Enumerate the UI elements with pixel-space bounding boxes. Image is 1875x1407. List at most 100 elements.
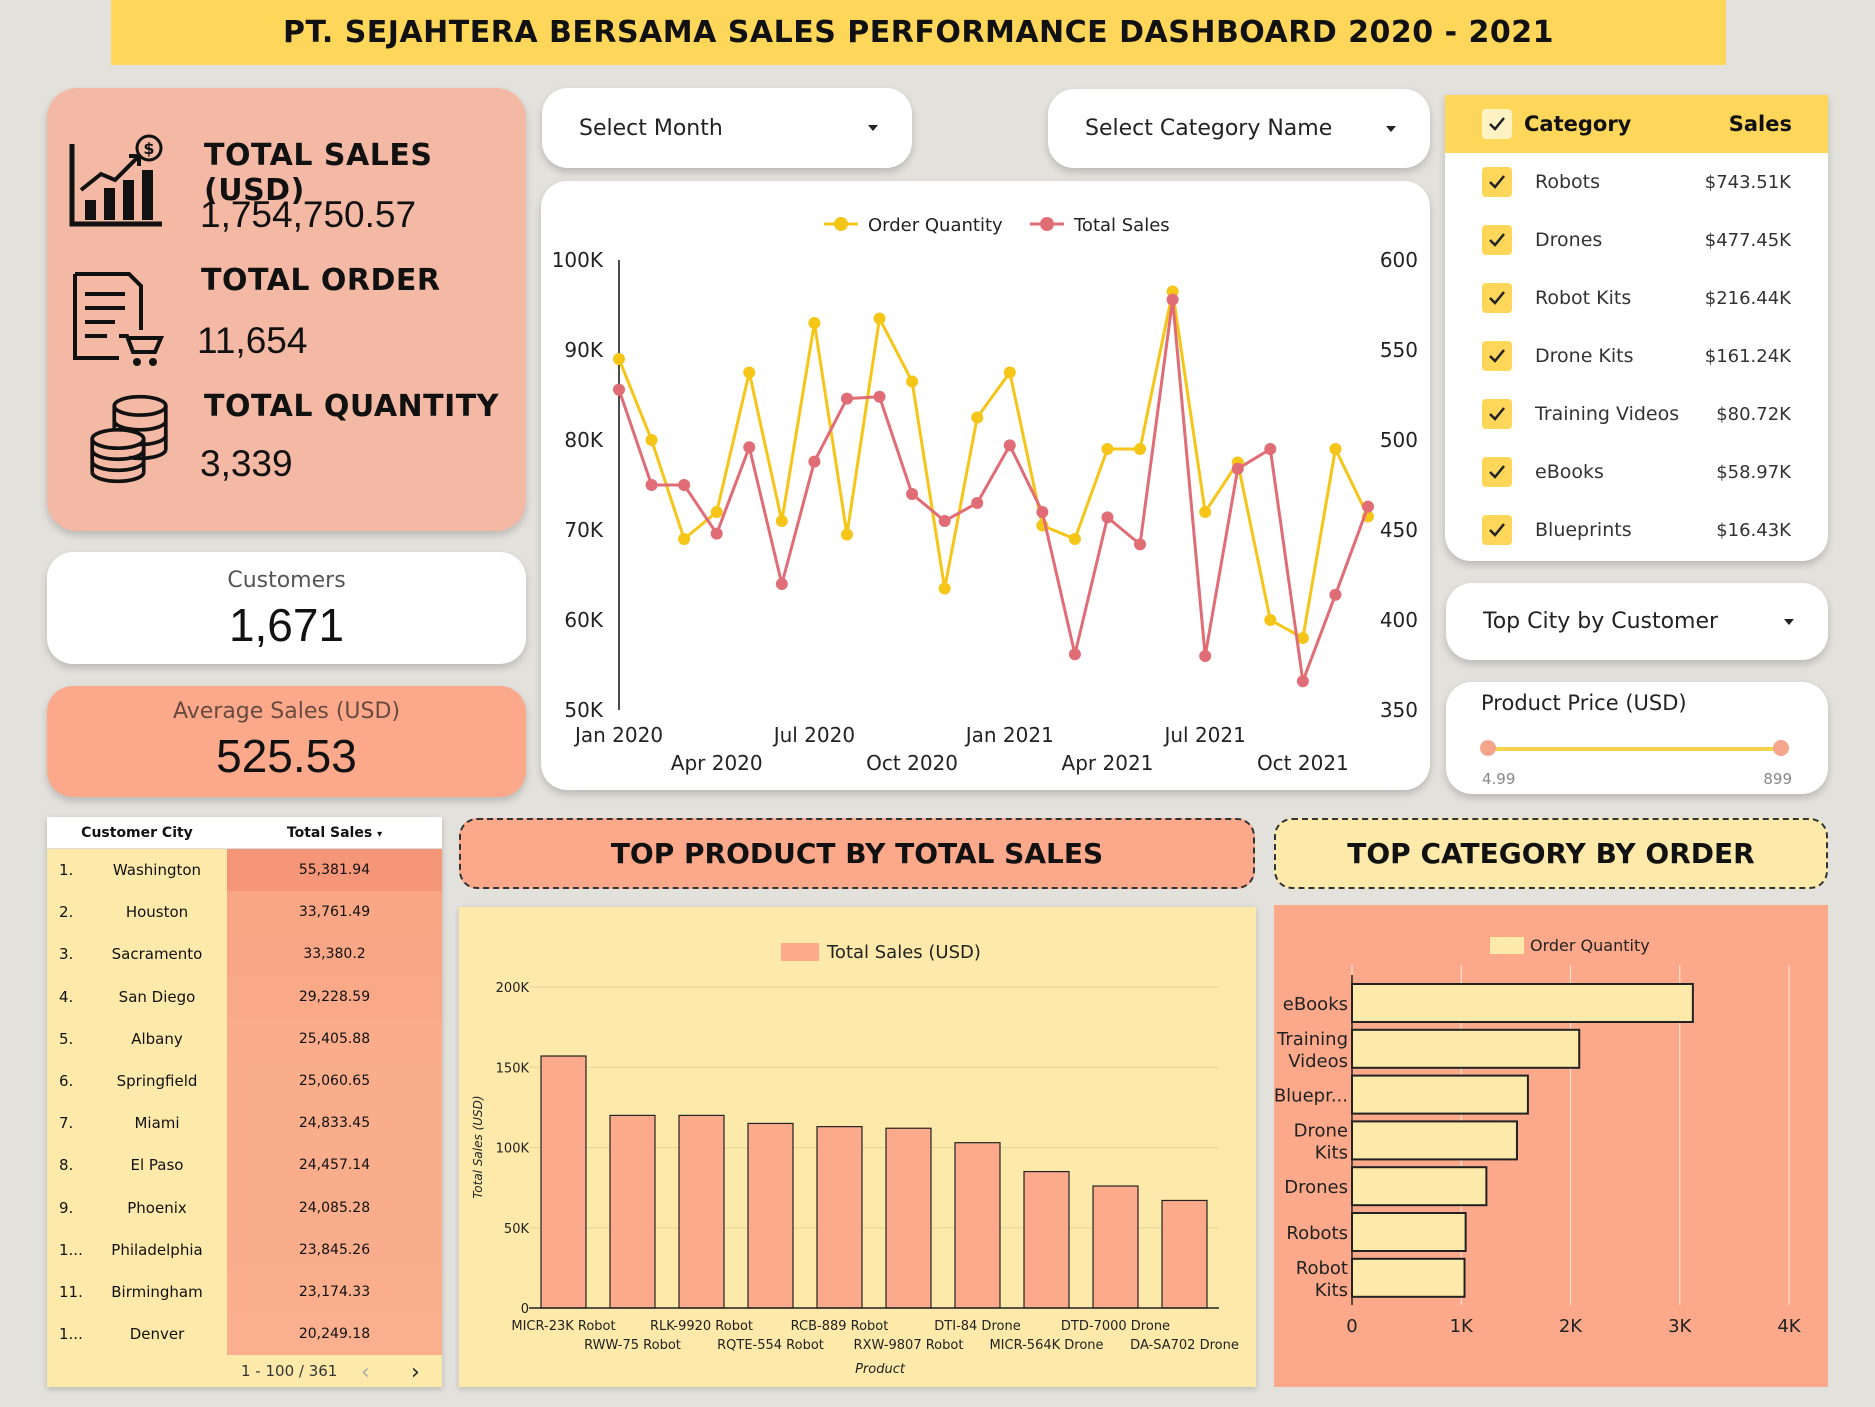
price-min-label: 4.99 [1482,770,1516,788]
dashboard-title: PT. SEJAHTERA BERSAMA SALES PERFORMANCE … [111,0,1726,65]
x-tick-label: RQTE-554 Robot [717,1338,824,1353]
bar [1023,1170,1070,1309]
category-checkbox[interactable] [1482,457,1512,487]
category-row[interactable]: Robots $743.51K [1445,153,1828,211]
category-name: Drone Kits [1535,345,1634,367]
y-left-tick-label: 90K [564,338,603,362]
category-checkbox[interactable] [1482,283,1512,313]
category-select[interactable]: Select Category Name [1048,89,1430,168]
row-city: San Diego [118,987,196,1006]
chevron-down-icon [1386,125,1396,132]
category-checkbox[interactable] [1482,225,1512,255]
city-column-header[interactable]: Customer City [81,824,193,841]
x-tick-label: MICR-564K Drone [989,1338,1103,1353]
bar [1351,1074,1529,1115]
y-tick-label: 50K [504,1222,530,1237]
y-tick-label-line: Drone [1294,1120,1348,1141]
check-icon [1489,175,1505,189]
y-tick-label-line: Kits [1315,1142,1348,1163]
series-point [1134,443,1147,455]
category-column-header[interactable]: Category [1524,112,1632,136]
category-name: Drones [1535,229,1603,251]
check-icon [1489,349,1505,363]
category-name: eBooks [1535,461,1604,483]
y-left-tick-label: 70K [564,518,603,542]
total-sales-column-header[interactable]: Total Sales ▾ [227,825,442,841]
top-city-select[interactable]: Top City by Customer [1446,583,1828,660]
category-row[interactable]: Training Videos $80.72K [1445,385,1828,443]
series-point [743,366,756,379]
month-select[interactable]: Select Month [542,88,912,168]
category-checkbox[interactable] [1482,167,1512,197]
total-order-label: TOTAL ORDER [201,263,441,298]
check-icon [1489,117,1505,131]
table-row[interactable]: 7. Miami 24,833.45 [47,1102,442,1145]
category-row[interactable]: Drones $477.45K [1445,211,1828,269]
price-slider-min-handle[interactable] [1480,740,1496,756]
series-point [1003,439,1016,452]
category-row[interactable]: Drone Kits $161.24K [1445,327,1828,385]
series-point [1101,511,1114,524]
bar [1351,1028,1581,1069]
table-row[interactable]: 4. San Diego 29,228.59 [47,975,442,1018]
row-rank: 1... [59,1240,83,1259]
bar [609,1114,656,1309]
category-checkbox[interactable] [1482,341,1512,371]
table-row[interactable]: 6. Springfield 25,060.65 [47,1059,442,1103]
series-point [743,441,756,454]
sales-column-header[interactable]: Sales [1728,112,1792,136]
category-row[interactable]: eBooks $58.97K [1445,443,1828,501]
series-point [906,488,919,500]
series-point [613,383,625,396]
coins-icon [90,394,168,484]
x-tick-label: Jan 2021 [964,723,1054,747]
top-product-bar-chart: 0 50K 100K 150K 200K MICR-23K Robot RWW-75 Rob… [471,942,1239,1377]
prev-page-icon[interactable]: ‹ [361,1360,370,1385]
legend-marker [834,217,848,231]
row-rank: 5. [59,1029,74,1048]
top-category-chart-panel: 0 1K 2K 3K 4K eBooks Training Videos Bluepr... Dr… [1274,905,1828,1387]
series-point [645,479,658,491]
series-point [1362,500,1374,513]
x-tick-label: Apr 2020 [671,751,763,775]
x-tick-label: DA-SA702 Drone [1130,1338,1239,1353]
customers-value: 1,671 [228,599,345,651]
table-row[interactable]: 9. Phoenix 24,085.28 [47,1186,442,1229]
customers-card: Customers 1,671 [47,552,526,664]
top-city-select-label: Top City by Customer [1483,609,1719,634]
series-point [1296,675,1309,688]
select-all-checkbox[interactable] [1482,109,1512,139]
monthly-trend-chart-card: 50K 60K 70K 80K 90K 100K 350 400 450 500 550 600 Jan… [541,181,1430,790]
table-row[interactable]: 1. Washington 55,381.94 [47,849,442,892]
row-total-sales: 29,228.59 [227,975,442,1018]
table-row[interactable]: 11. Birmingham 23,174.33 [47,1270,442,1314]
category-row[interactable]: Blueprints $16.43K [1445,501,1828,559]
x-tick-label: DTI-84 Drone [934,1319,1020,1334]
y-tick-label: Bluepr... [1274,1086,1348,1107]
table-row[interactable]: 3. Sacramento 33,380.2 [47,933,442,976]
table-row[interactable]: 8. El Paso 24,457.14 [47,1144,442,1187]
table-row[interactable]: 1... Philadelphia 23,845.26 [47,1228,442,1271]
x-tick-label: Oct 2021 [1257,751,1349,775]
series-point [938,515,951,527]
table-row[interactable]: 1... Denver 20,249.18 [47,1313,442,1356]
legend-swatch [781,943,819,961]
check-icon [1489,291,1505,305]
series-point [1166,293,1179,306]
category-select-label: Select Category Name [1085,116,1333,141]
series-point [678,533,691,545]
next-page-icon[interactable]: › [411,1360,420,1385]
category-checkbox[interactable] [1482,399,1512,429]
category-checkbox[interactable] [1482,515,1512,545]
bar [885,1127,932,1309]
price-slider-track[interactable] [1480,740,1789,756]
series-point [808,317,821,329]
category-row[interactable]: Robot Kits $216.44K [1445,269,1828,327]
row-rank: 7. [59,1114,74,1133]
price-slider-max-handle[interactable] [1773,740,1789,756]
row-city: El Paso [130,1156,184,1175]
table-row[interactable]: 5. Albany 25,405.88 [47,1017,442,1060]
series-point [1264,614,1277,626]
bar [954,1142,1001,1309]
table-row[interactable]: 2. Houston 33,761.49 [47,891,442,934]
